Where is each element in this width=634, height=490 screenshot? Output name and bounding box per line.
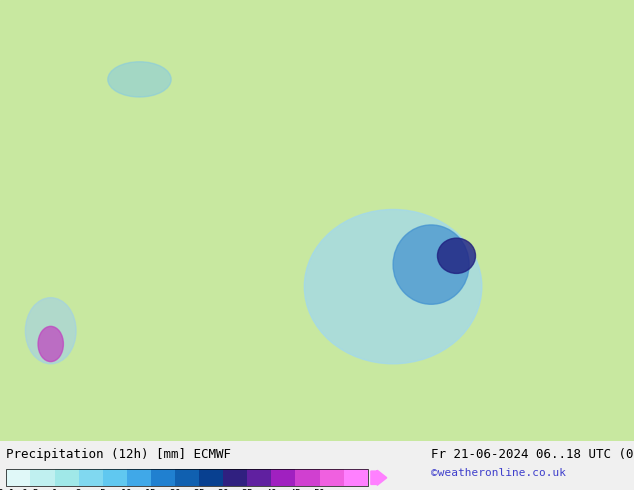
Bar: [79, 469, 103, 486]
Text: ©weatheronline.co.uk: ©weatheronline.co.uk: [431, 468, 566, 478]
Bar: [223, 469, 247, 486]
Bar: [199, 469, 223, 486]
Bar: [30, 469, 55, 486]
Bar: [320, 469, 344, 486]
Text: 2: 2: [75, 489, 82, 490]
Bar: [127, 469, 151, 486]
Text: 35: 35: [242, 489, 253, 490]
Text: 50: 50: [314, 489, 325, 490]
Text: 25: 25: [193, 489, 205, 490]
Bar: [103, 469, 127, 486]
Bar: [6, 469, 368, 486]
Bar: [151, 469, 175, 486]
Ellipse shape: [304, 209, 482, 364]
Bar: [271, 469, 295, 486]
Text: 40: 40: [266, 489, 277, 490]
FancyArrow shape: [371, 470, 387, 485]
Text: 20: 20: [169, 489, 181, 490]
Bar: [6, 469, 30, 486]
Bar: [295, 469, 320, 486]
Text: 45: 45: [290, 489, 301, 490]
Bar: [175, 469, 199, 486]
Bar: [247, 469, 271, 486]
Ellipse shape: [38, 326, 63, 362]
Bar: [55, 469, 79, 486]
Text: 0.5: 0.5: [22, 489, 39, 490]
Text: 15: 15: [145, 489, 157, 490]
Ellipse shape: [108, 62, 171, 97]
Bar: [344, 469, 368, 486]
Text: Fr 21-06-2024 06..18 UTC (06+12): Fr 21-06-2024 06..18 UTC (06+12): [431, 448, 634, 462]
Ellipse shape: [437, 238, 476, 273]
Text: 10: 10: [121, 489, 133, 490]
Text: 1: 1: [51, 489, 58, 490]
Text: Precipitation (12h) [mm] ECMWF: Precipitation (12h) [mm] ECMWF: [6, 448, 231, 462]
Text: 5: 5: [100, 489, 106, 490]
Text: 0.1: 0.1: [0, 489, 15, 490]
Text: 30: 30: [217, 489, 229, 490]
Ellipse shape: [25, 297, 76, 364]
Ellipse shape: [393, 225, 469, 304]
